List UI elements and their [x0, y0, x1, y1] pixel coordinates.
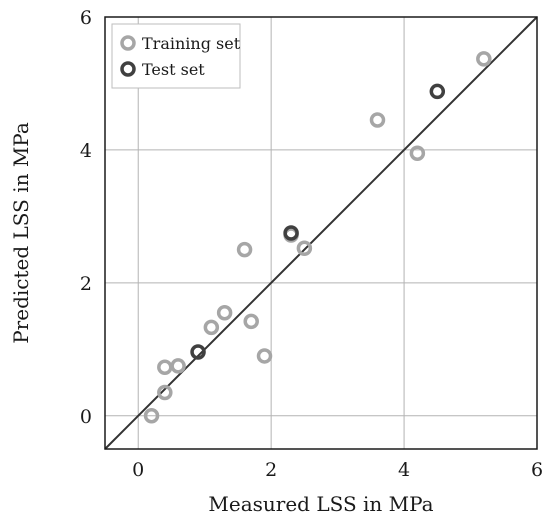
training-point	[157, 359, 173, 376]
training-point	[476, 51, 492, 67]
x-tick-label: 2	[265, 459, 277, 481]
training-point	[203, 319, 220, 336]
test-point	[190, 344, 206, 360]
legend-marker-training	[120, 35, 136, 51]
x-axis-label: Measured LSS in MPa	[208, 492, 433, 516]
data-points	[143, 51, 492, 424]
legend-label-test: Test set	[142, 60, 205, 79]
training-point	[243, 313, 259, 330]
training-point	[256, 348, 273, 364]
training-point	[216, 305, 233, 321]
y-tick-label: 2	[80, 273, 92, 295]
training-point	[157, 384, 173, 401]
legend-box	[111, 23, 241, 89]
training-point	[143, 408, 160, 424]
training-point	[409, 145, 426, 161]
test-point	[283, 225, 299, 241]
identity-line	[104, 16, 538, 450]
plot-frame	[104, 16, 538, 450]
y-axis-label: Predicted LSS in MPa	[9, 122, 33, 344]
test-point	[429, 83, 446, 100]
legend-label-training: Training set	[142, 34, 241, 53]
legend-marker-test	[120, 61, 136, 77]
y-tick-label: 0	[80, 406, 92, 428]
x-tick-label: 0	[132, 459, 144, 481]
x-tick-label: 4	[398, 459, 410, 481]
training-point	[170, 358, 186, 374]
training-point	[236, 241, 253, 258]
legend: Training set Test set	[111, 23, 241, 89]
training-point	[369, 112, 386, 128]
y-tick-label: 6	[80, 7, 92, 29]
reference-line-group	[104, 16, 538, 450]
tick-labels: 0 2 4 6 0 2 4 6	[80, 7, 543, 481]
y-tick-label: 4	[80, 140, 92, 162]
training-point	[296, 240, 313, 257]
x-tick-label: 6	[531, 459, 543, 481]
grid-lines	[105, 17, 537, 449]
